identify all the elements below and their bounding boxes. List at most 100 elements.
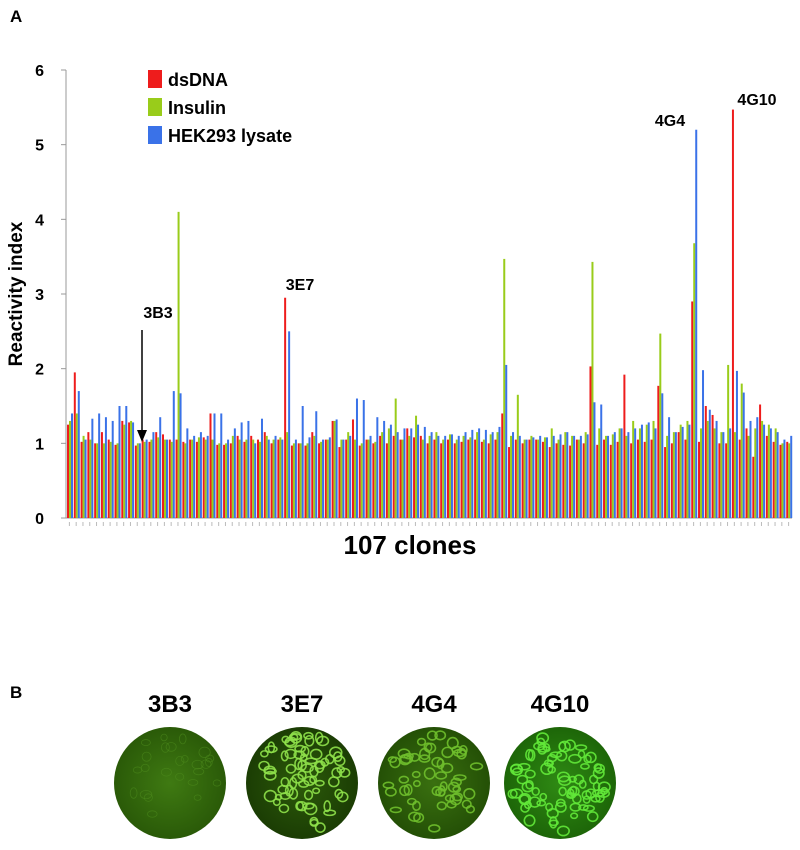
bar [102, 443, 105, 518]
cell [525, 780, 534, 790]
cell [309, 748, 323, 761]
cell [431, 756, 444, 768]
cell [193, 794, 202, 801]
bar [720, 432, 723, 518]
bar [351, 419, 354, 518]
bar [765, 435, 768, 518]
cell [408, 811, 421, 823]
image-label: 3E7 [281, 691, 324, 718]
bar [769, 428, 772, 518]
bar [225, 443, 228, 518]
bar [632, 420, 635, 518]
bar [569, 445, 572, 518]
bar [349, 435, 352, 518]
bar [584, 432, 587, 518]
bar [555, 443, 558, 518]
bar [322, 439, 325, 518]
bar [206, 435, 209, 518]
bar [731, 109, 734, 518]
bar [116, 443, 119, 518]
bar [754, 428, 757, 518]
bar [550, 428, 553, 518]
bar [381, 432, 384, 518]
bar [681, 426, 684, 518]
bar [172, 391, 175, 518]
bar [394, 398, 397, 518]
bar [326, 439, 329, 518]
bar [227, 439, 230, 518]
cell [303, 731, 314, 740]
bar [94, 443, 97, 518]
bar [204, 439, 207, 518]
bar [713, 428, 716, 518]
cell [568, 753, 582, 764]
cell [517, 762, 531, 771]
bar [286, 432, 289, 518]
cell [399, 785, 410, 797]
cell [332, 751, 343, 762]
bar [340, 439, 343, 518]
bar [535, 439, 538, 518]
bar [231, 435, 234, 518]
bar [596, 444, 599, 518]
bar [616, 441, 619, 518]
bar [613, 432, 616, 518]
bar [324, 439, 327, 518]
bar [107, 439, 110, 518]
bar [355, 398, 358, 518]
bar [444, 435, 447, 518]
bar [162, 434, 165, 518]
bar [525, 439, 528, 518]
bar [763, 424, 766, 518]
cell [594, 763, 606, 774]
bar [691, 301, 694, 518]
bar [274, 435, 277, 518]
bar [442, 439, 445, 518]
bar [478, 428, 481, 518]
bar [776, 432, 779, 518]
cell [263, 767, 277, 775]
cell [516, 774, 529, 785]
bar [688, 424, 691, 518]
bar [428, 435, 431, 518]
cell [336, 766, 346, 774]
micrograph [246, 727, 358, 839]
bar [211, 439, 214, 518]
cell [569, 785, 578, 796]
bar [702, 370, 705, 518]
cell [558, 775, 572, 787]
bar [460, 441, 463, 518]
cell [564, 739, 576, 751]
bar [630, 443, 633, 518]
cell [303, 775, 316, 787]
bar [448, 434, 451, 518]
bar [627, 432, 630, 518]
cell [434, 730, 447, 741]
bar [645, 424, 648, 518]
cell [304, 734, 315, 747]
cell [304, 757, 318, 765]
bar [216, 444, 219, 518]
bar [365, 439, 368, 518]
bar [290, 445, 293, 518]
cell [302, 802, 315, 810]
bar [562, 444, 565, 518]
bar [440, 443, 443, 518]
bar [408, 435, 411, 518]
bar [788, 443, 791, 518]
cell [450, 777, 462, 787]
bar [668, 417, 671, 518]
bar [410, 428, 413, 518]
bar [260, 418, 263, 518]
bar [145, 439, 148, 518]
bar [582, 443, 585, 518]
bar [607, 435, 610, 518]
cell [536, 799, 547, 807]
cell [278, 803, 290, 814]
bar [75, 413, 78, 518]
bar [233, 428, 236, 518]
annotation: 3B3 [143, 305, 172, 322]
cell [264, 745, 278, 754]
bar [618, 428, 621, 518]
bar [403, 428, 406, 518]
